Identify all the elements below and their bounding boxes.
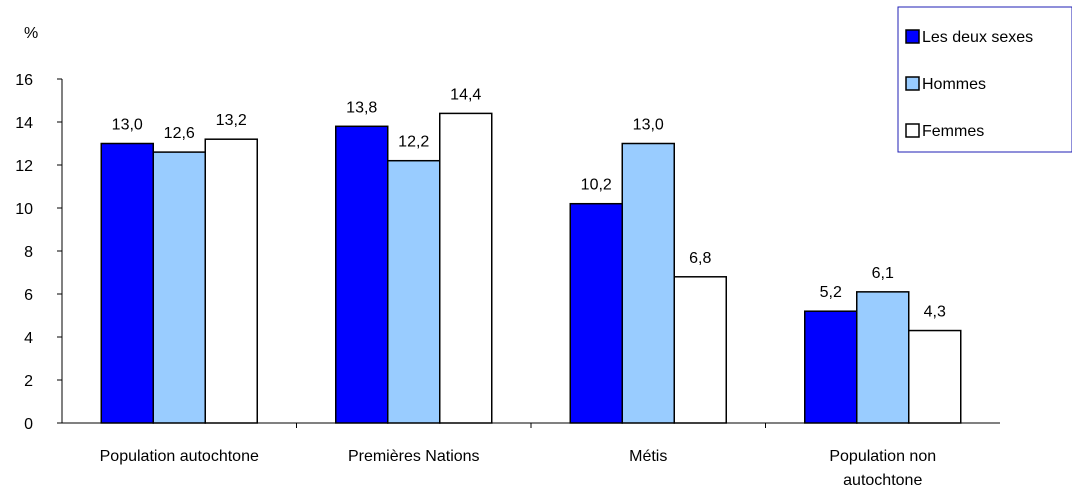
bar [673,276,727,424]
y-tick-label: 8 [24,244,33,261]
y-tick-label: 14 [15,115,33,132]
data-label: 6,1 [872,265,894,282]
y-tick-label: 4 [24,330,33,347]
category-label: Premières Nations [348,448,480,465]
data-label: 12,2 [398,134,429,151]
y-tick-label: 10 [15,201,33,218]
category-label: Population autochtone [100,448,259,465]
data-label: 4,3 [924,304,946,321]
y-tick-label: 12 [15,158,33,175]
bar [908,329,962,424]
y-tick-label: 16 [15,72,33,89]
y-tick-label: 6 [24,287,33,304]
data-label: 13,2 [216,112,247,129]
bar [204,138,258,424]
legend-swatch [905,76,920,91]
bar [856,291,910,424]
data-label: 6,8 [689,250,711,267]
category-label: Métis [629,448,667,465]
data-label: 10,2 [581,177,612,194]
legend-label: Femmes [922,123,984,140]
bar [335,125,389,424]
bar [387,159,441,424]
legend-box [897,6,1072,153]
legend: Les deux sexes Hommes Femmes [897,6,1072,153]
legend-label: Hommes [922,76,986,93]
data-label: 13,8 [346,99,377,116]
bar [100,142,154,424]
category-label: autochtone [843,472,922,489]
y-axis-label: % [24,25,38,42]
data-label: 14,4 [450,86,481,103]
bars-group [100,112,962,424]
category-label: Population non [829,448,936,465]
data-labels-group: 13,0 12,6 13,2 13,8 12,2 14,4 10,2 13,0 6,8 5,2 6,… [112,86,946,320]
y-tick-label: 0 [24,416,33,433]
legend-label: Les deux sexes [922,29,1033,46]
data-label: 13,0 [112,117,143,134]
bar [804,310,858,424]
bar [621,142,675,424]
bar [152,151,206,424]
x-axis: Population autochtone Premières Nations Mé… [62,422,1000,489]
bar [569,202,623,424]
data-label: 12,6 [164,125,195,142]
bar [439,112,493,424]
y-axis: 0 2 4 6 8 10 12 14 16 [15,72,63,433]
y-tick-label: 2 [24,373,33,390]
data-label: 5,2 [820,284,842,301]
data-label: 13,0 [633,117,664,134]
legend-swatch [905,29,920,44]
legend-swatch [905,123,920,138]
